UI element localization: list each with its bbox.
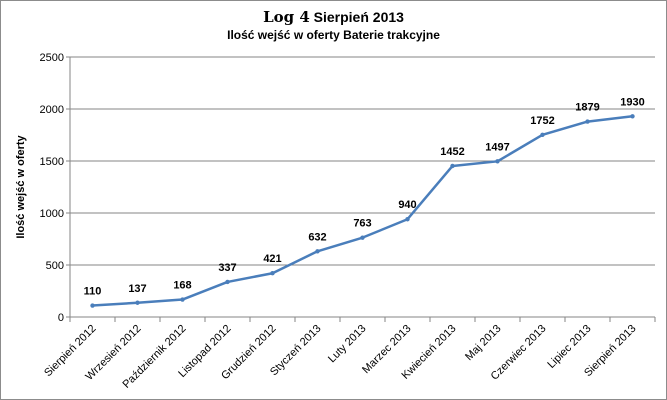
data-point xyxy=(270,271,275,276)
data-label: 1930 xyxy=(620,96,644,108)
data-label: 763 xyxy=(353,218,371,230)
data-label: 1752 xyxy=(530,115,554,127)
data-label: 632 xyxy=(308,231,326,243)
data-label: 940 xyxy=(398,199,416,211)
data-point xyxy=(405,217,410,222)
y-tick-label: 2000 xyxy=(40,104,64,116)
data-point xyxy=(135,300,140,305)
y-tick-label: 1000 xyxy=(40,208,64,220)
chart-title-log: Log 4 xyxy=(263,8,310,26)
x-tick-label: Luty 2013 xyxy=(326,323,369,366)
data-label: 110 xyxy=(84,286,102,298)
data-label: 421 xyxy=(263,253,281,265)
data-label: 1879 xyxy=(575,102,599,114)
data-label: 168 xyxy=(173,280,191,292)
y-tick-label: 1500 xyxy=(40,156,64,168)
y-axis-title: Ilość wejść w oferty xyxy=(15,134,27,238)
data-point xyxy=(630,114,635,119)
data-point xyxy=(90,303,95,308)
data-label: 137 xyxy=(128,283,146,295)
x-tick-label: Maj 2013 xyxy=(463,323,503,363)
data-point xyxy=(585,119,590,124)
y-tick-label: 500 xyxy=(46,260,64,272)
data-point xyxy=(180,297,185,302)
data-point xyxy=(450,163,455,169)
chart-title-date: Sierpień 2013 xyxy=(313,9,404,25)
data-point xyxy=(540,132,545,137)
chart-title: Log 4 Sierpień 2013 xyxy=(0,8,667,26)
chart-subtitle: Ilość wejść w oferty Baterie trakcyjne xyxy=(227,28,440,42)
x-tick-label: Lipiec 2013 xyxy=(545,323,593,371)
data-point xyxy=(495,159,500,164)
series-line xyxy=(92,115,633,307)
data-label: 337 xyxy=(218,262,236,274)
y-tick-label: 0 xyxy=(58,312,64,324)
data-point xyxy=(315,249,320,254)
data-label: 1452 xyxy=(440,146,464,158)
data-point xyxy=(360,235,365,240)
data-point xyxy=(225,279,230,285)
chart-title-block: Log 4 Sierpień 2013 Ilość wejść w oferty… xyxy=(0,8,667,42)
y-tick-label: 2500 xyxy=(40,52,64,64)
data-label: 1497 xyxy=(485,141,509,153)
